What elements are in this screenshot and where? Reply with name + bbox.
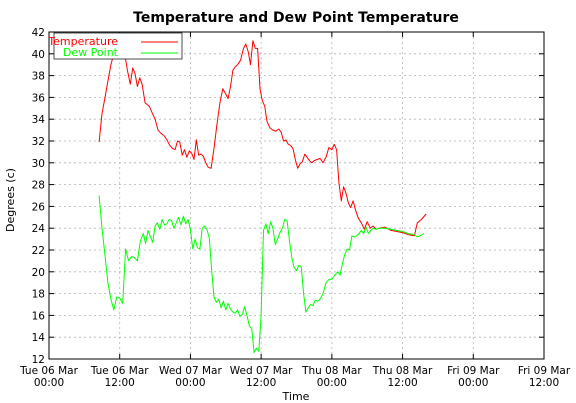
chart-title: Temperature and Dew Point Temperature	[133, 10, 459, 26]
y-tick-label: 30	[32, 158, 45, 170]
x-tick-label-day: Fri 09 Mar	[518, 365, 571, 377]
y-tick-label: 14	[32, 332, 46, 344]
x-tick-label-day: Thu 08 Mar	[301, 365, 362, 377]
x-tick-label-time: 00:00	[175, 377, 205, 389]
y-tick-label: 42	[32, 27, 45, 39]
y-tick-label: 26	[32, 201, 46, 213]
y-tick-label: 34	[32, 114, 46, 126]
y-tick-label: 18	[32, 289, 45, 301]
y-axis-label: Degrees (c)	[4, 168, 17, 232]
legend-label: Dew Point	[63, 46, 119, 59]
x-tick-label-time: 12:00	[529, 377, 559, 389]
grid-lines	[49, 32, 544, 359]
legend-box	[53, 32, 183, 60]
x-tick-label-time: 00:00	[458, 377, 488, 389]
y-axis: 12 14 16 18 20 22 24 26 28 30 32 34 36 38 40 42	[32, 27, 544, 366]
series-line-temperature	[98, 36, 427, 237]
y-tick-label: 38	[32, 71, 45, 83]
y-tick-label: 22	[32, 245, 45, 257]
x-tick-label-time: 12:00	[246, 377, 276, 389]
x-tick-label-day: Wed 07 Mar	[230, 365, 293, 377]
legend-label: Temperature	[47, 35, 118, 48]
y-tick-label: 32	[32, 136, 45, 148]
series-line-dew-point	[98, 195, 425, 353]
x-tick-label-time: 00:00	[34, 377, 64, 389]
y-tick-label: 36	[32, 92, 46, 104]
x-tick-label-time: 12:00	[387, 377, 417, 389]
x-tick-label-day: Tue 06 Mar	[19, 365, 78, 377]
y-tick-label: 40	[32, 49, 45, 61]
x-tick-label-time: 12:00	[105, 377, 135, 389]
x-tick-label-day: Wed 07 Mar	[159, 365, 222, 377]
x-tick-label-day: Thu 08 Mar	[372, 365, 433, 377]
y-tick-label: 20	[32, 267, 45, 279]
y-tick-label: 16	[32, 310, 46, 322]
y-tick-label: 24	[32, 223, 46, 235]
plot-frame	[48, 31, 545, 360]
y-tick-label: 12	[32, 354, 45, 366]
series-lines	[98, 36, 427, 353]
x-tick-label-time: 00:00	[317, 377, 347, 389]
x-axis-label: Time	[282, 390, 310, 403]
x-tick-label-day: Fri 09 Mar	[447, 365, 500, 377]
x-tick-label-day: Tue 06 Mar	[90, 365, 149, 377]
y-tick-label: 28	[32, 180, 45, 192]
